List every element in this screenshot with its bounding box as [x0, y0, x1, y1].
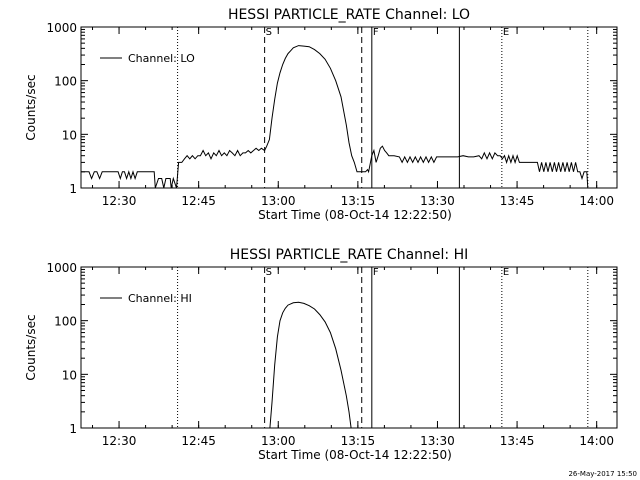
x-tick-label: 13:30: [420, 434, 455, 448]
x-tick-label: 13:45: [500, 434, 535, 448]
y-tick-label: 10: [62, 368, 77, 382]
x-axis: 12:30 12:45 13:00 13:15 13:30 13:45 14:00: [92, 27, 614, 208]
legend: Channel: HI: [100, 292, 192, 305]
series-line: [269, 301, 352, 429]
x-tick-label: 12:30: [102, 434, 137, 448]
y-tick-label: 1000: [46, 261, 77, 275]
chart-panel-hi: HESSI PARTICLE_RATE Channel: HI 1 10 100 100…: [24, 247, 618, 462]
footer-timestamp: 26-May-2017 15:50: [568, 470, 637, 478]
marker-label: F: [373, 27, 379, 38]
y-axis: 1 10 100 1000: [46, 261, 617, 436]
x-tick-label: 13:15: [341, 194, 376, 208]
x-tick-label: 13:15: [341, 434, 376, 448]
x-axis-label: Start Time (08-Oct-14 12:22:50): [258, 448, 452, 462]
x-tick-label: 14:00: [579, 194, 614, 208]
marker-label: S: [266, 27, 272, 38]
legend-label: Channel: LO: [128, 52, 195, 65]
y-tick-label: 1: [69, 422, 77, 436]
legend: Channel: LO: [100, 52, 195, 65]
series-line: [81, 45, 589, 189]
x-tick-label: 12:30: [102, 194, 137, 208]
chart-title: HESSI PARTICLE_RATE Channel: HI: [230, 247, 468, 263]
x-tick-label: 13:00: [261, 434, 296, 448]
marker-label: E: [503, 27, 509, 38]
y-tick-label: 10: [62, 128, 77, 142]
plot-frame: [80, 266, 618, 429]
y-axis: 1 10 100 1000: [46, 21, 617, 196]
y-tick-label: 100: [54, 75, 77, 89]
plot-frame: [80, 26, 618, 189]
x-axis-label: Start Time (08-Oct-14 12:22:50): [258, 208, 452, 222]
chart-panel-lo: HESSI PARTICLE_RATE Channel: LO 1 10 100 100…: [24, 7, 618, 222]
x-tick-label: 12:45: [181, 194, 216, 208]
y-axis-label: Counts/sec: [24, 74, 38, 140]
x-tick-label: 12:45: [181, 434, 216, 448]
y-axis-label: Counts/sec: [24, 314, 38, 380]
x-tick-label: 13:45: [500, 194, 535, 208]
marker-label: S: [266, 267, 272, 278]
y-tick-label: 1: [69, 182, 77, 196]
y-tick-label: 1000: [46, 21, 77, 35]
x-tick-label: 13:30: [420, 194, 455, 208]
legend-label: Channel: HI: [128, 292, 192, 305]
marker-label: E: [503, 267, 509, 278]
x-axis: 12:30 12:45 13:00 13:15 13:30 13:45 14:00: [92, 267, 614, 448]
marker-label: F: [373, 267, 379, 278]
x-tick-label: 14:00: [579, 434, 614, 448]
x-tick-label: 13:00: [261, 194, 296, 208]
y-tick-label: 100: [54, 315, 77, 329]
chart-title: HESSI PARTICLE_RATE Channel: LO: [228, 7, 470, 23]
